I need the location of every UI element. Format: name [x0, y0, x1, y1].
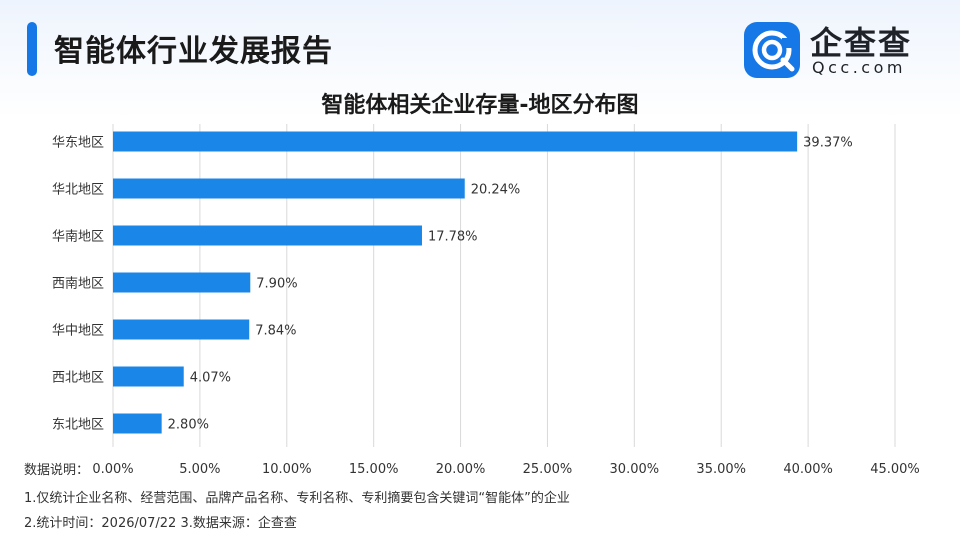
category-label: 华中地区	[52, 324, 104, 339]
footnote-scope: 1.仅统计企业名称、经营范围、品牌产品名称、专利名称、专利摘要包含关键词“智能体…	[24, 491, 570, 506]
logo-text-cn: 企查查	[810, 24, 913, 62]
bar	[113, 178, 465, 199]
bar	[113, 366, 184, 387]
bar	[113, 319, 250, 340]
data-label: 20.24%	[471, 183, 521, 198]
x-tick-label: 10.00%	[262, 462, 312, 477]
data-label: 7.84%	[255, 324, 296, 339]
x-tick-label: 40.00%	[783, 462, 833, 477]
brand-logo: 企查查 Qcc.com	[744, 22, 924, 78]
chart-title: 智能体相关企业存量-地区分布图	[321, 93, 639, 118]
logo-text-en: Qcc.com	[812, 58, 906, 77]
x-tick-label: 0.00%	[92, 462, 133, 477]
bar	[113, 225, 422, 246]
bar-chart: 0.00% 5.00% 10.00% 15.00% 20.00% 25.00% 30.00%…	[52, 124, 920, 477]
page-title: 智能体行业发展报告	[54, 34, 333, 69]
logo-icon	[744, 22, 800, 78]
x-tick-label: 20.00%	[436, 462, 486, 477]
x-tick-label: 25.00%	[523, 462, 573, 477]
x-tick-label: 5.00%	[179, 462, 220, 477]
category-label: 西南地区	[52, 276, 104, 292]
category-label: 华南地区	[52, 229, 104, 245]
bar	[113, 413, 162, 434]
data-label: 7.90%	[256, 277, 297, 292]
bar	[113, 272, 251, 293]
x-tick-label: 45.00%	[870, 462, 920, 477]
x-tick-label: 35.00%	[696, 462, 746, 477]
bar	[113, 131, 798, 152]
x-tick-label: 30.00%	[610, 462, 660, 477]
x-tick-label: 15.00%	[349, 462, 399, 477]
category-label: 东北地区	[52, 418, 104, 433]
category-label: 华北地区	[52, 183, 104, 198]
data-label: 2.80%	[168, 418, 209, 433]
data-label: 4.07%	[190, 371, 231, 386]
category-label: 西北地区	[52, 371, 104, 386]
footnote-source: 2.统计时间：2026/07/22 3.数据来源：企查查	[24, 516, 297, 531]
data-label: 17.78%	[428, 230, 478, 245]
axis-caption: 数据说明：	[24, 463, 90, 478]
data-label: 39.37%	[803, 136, 853, 151]
title-accent-bar	[27, 22, 37, 76]
category-label: 华东地区	[52, 136, 104, 151]
